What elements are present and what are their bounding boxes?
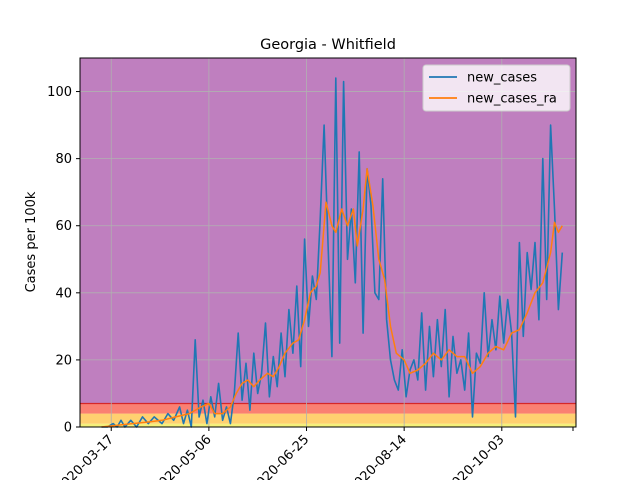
legend-label: new_cases bbox=[467, 71, 537, 86]
y-tick-label: 20 bbox=[55, 353, 72, 368]
x-tick-label: 2020-05-06 bbox=[151, 432, 215, 480]
legend-box bbox=[422, 64, 571, 112]
band-1 bbox=[80, 413, 576, 424]
legend: new_cases new_cases_ra bbox=[422, 64, 571, 112]
legend-label: new_cases_ra bbox=[467, 92, 557, 107]
y-tick-label: 0 bbox=[64, 421, 72, 436]
y-tick-label: 60 bbox=[55, 219, 72, 234]
y-tick-label: 100 bbox=[47, 85, 72, 100]
plot-frame bbox=[79, 57, 577, 428]
y-axis-label: Cases per 100k bbox=[24, 191, 39, 292]
series-lines bbox=[101, 77, 564, 428]
x-tick-label: 2020-06-25 bbox=[248, 432, 312, 480]
y-tick-label: 40 bbox=[55, 286, 72, 301]
chart-title: Georgia - Whitfield bbox=[260, 37, 396, 53]
series-line-new-cases-ra bbox=[101, 167, 563, 428]
series-line-new-cases bbox=[101, 77, 564, 428]
band-2 bbox=[80, 403, 576, 414]
band-0 bbox=[80, 423, 576, 427]
x-tick-label: 2020-10-03 bbox=[444, 432, 508, 480]
y-tick-label: 80 bbox=[55, 152, 72, 167]
x-tick-label: 2020-08-14 bbox=[346, 432, 410, 480]
x-tick-label: 2020-03-17 bbox=[53, 432, 117, 480]
